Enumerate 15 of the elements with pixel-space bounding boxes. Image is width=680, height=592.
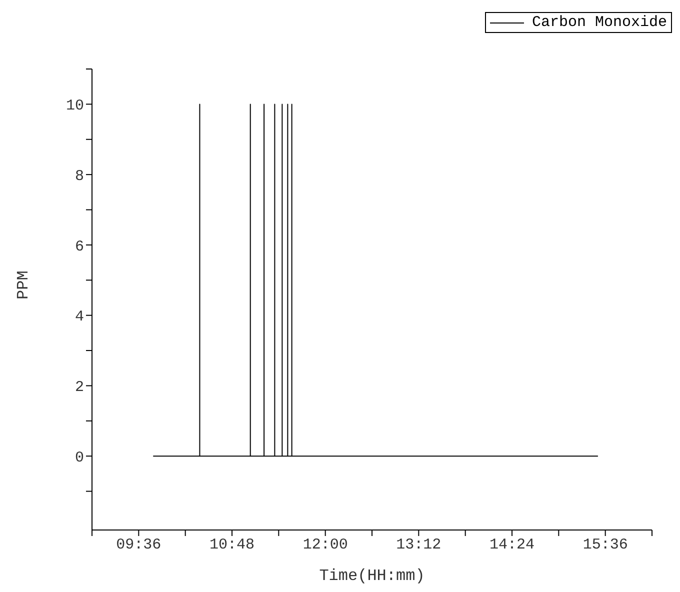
legend-label: Carbon Monoxide <box>532 14 667 31</box>
y-tick-label: 6 <box>74 238 84 256</box>
y-axis-title: PPM <box>14 270 33 300</box>
x-tick-label: 12:00 <box>302 536 348 554</box>
x-tick-label: 13:12 <box>396 536 442 554</box>
x-tick-label: 09:36 <box>116 536 162 554</box>
x-axis-title: Time(HH:mm) <box>319 567 425 585</box>
y-tick-label: 4 <box>74 308 84 326</box>
x-tick-label: 15:36 <box>582 536 628 554</box>
y-tick-label: 0 <box>74 449 84 466</box>
x-tick-label: 10:48 <box>209 536 255 554</box>
y-tick-label: 2 <box>74 379 84 396</box>
y-tick-label: 8 <box>74 168 84 185</box>
x-tick-label: 14:24 <box>489 536 535 554</box>
y-tick-label: 10 <box>66 98 84 115</box>
